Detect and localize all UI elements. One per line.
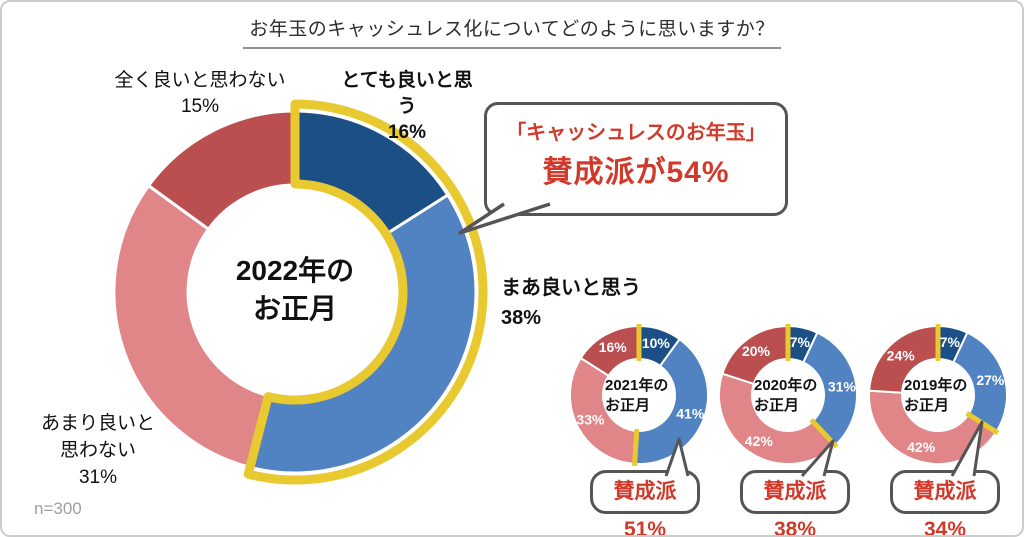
donut-1-segment-0	[638, 324, 681, 368]
agree-group-divider	[965, 411, 1000, 436]
label-not-really: あまり良いと 思わない 31%	[22, 410, 174, 491]
label-not-really-text1: あまり良いと	[40, 413, 155, 434]
donut-2019-year: 2019年の	[904, 377, 968, 394]
segment-value-label: 20%	[742, 343, 771, 359]
segment-value-label: 42%	[745, 433, 774, 449]
donut-1-segment-3	[579, 324, 640, 378]
segment-value-label: 7%	[940, 334, 961, 350]
label-very-good-value: 16%	[387, 122, 427, 143]
main-callout-line1: 「キャッシュレスのお年玉」	[506, 122, 766, 144]
donut-0-segment-1	[248, 192, 478, 475]
label-not-at-all-value: 15%	[180, 96, 220, 117]
label-somewhat-good: まあ良いと思う 38%	[501, 273, 641, 333]
donut-2-segment-0	[787, 324, 819, 364]
segment-value-label: 24%	[887, 347, 916, 363]
agree-group-divider	[632, 428, 640, 467]
callout-2020: 賛成派38%	[740, 470, 850, 535]
title-wrap: お年玉のキャッシュレス化についてどのように思いますか？	[2, 14, 1022, 49]
label-not-really-text2: 思わない	[59, 440, 136, 461]
donut-2019-newyear: お正月	[904, 397, 950, 414]
label-not-at-all: 全く良いと思わない 15%	[110, 68, 290, 120]
callout-2021: 賛成派51%	[590, 470, 700, 535]
label-somewhat-good-value: 38%	[501, 307, 542, 329]
label-somewhat-good-text: まあ良いと思う	[501, 277, 641, 299]
donut-2019-center-label: 2019年の お正月	[904, 376, 988, 416]
main-donut-center-label: 2022年の お正月	[195, 252, 395, 328]
agree-group-divider	[809, 418, 839, 449]
segment-value-label: 42%	[907, 439, 936, 455]
main-callout-bubble: 「キャッシュレスのお年玉」 賛成派が54%	[484, 102, 788, 216]
label-not-really-value: 31%	[78, 467, 118, 488]
donut-2021-year: 2021年の	[605, 377, 669, 394]
donut-2020-newyear: お正月	[754, 397, 800, 414]
segment-value-label: 16%	[599, 339, 628, 355]
label-very-good-text: とても良いと思う	[341, 70, 473, 117]
main-callout-line2: 賛成派が54%	[542, 156, 730, 189]
donut-3-segment-0	[937, 324, 969, 364]
sample-size-note: n=300	[34, 499, 82, 518]
donut-2021-newyear: お正月	[605, 397, 651, 414]
callout-2019: 賛成派34%	[890, 470, 1000, 535]
label-very-good: とても良いと思う 16%	[332, 68, 482, 146]
donut-0-segment-3	[146, 109, 297, 232]
label-not-at-all-text: 全く良いと思わない	[114, 70, 286, 91]
main-donut-year: 2022年の	[235, 255, 355, 286]
segment-value-label: 7%	[790, 334, 811, 350]
segment-value-label: 10%	[642, 335, 671, 351]
segment-value-label: 33%	[576, 412, 605, 428]
chart-title: お年玉のキャッシュレス化についてどのように思いますか？	[243, 14, 781, 49]
donut-2020-year: 2020年の	[754, 377, 818, 394]
callout-tail-3	[950, 420, 984, 477]
donut-2020-center-label: 2020年の お正月	[754, 376, 838, 416]
donut-2021-center-label: 2021年の お正月	[605, 376, 689, 416]
main-donut-newyear: お正月	[252, 293, 337, 324]
